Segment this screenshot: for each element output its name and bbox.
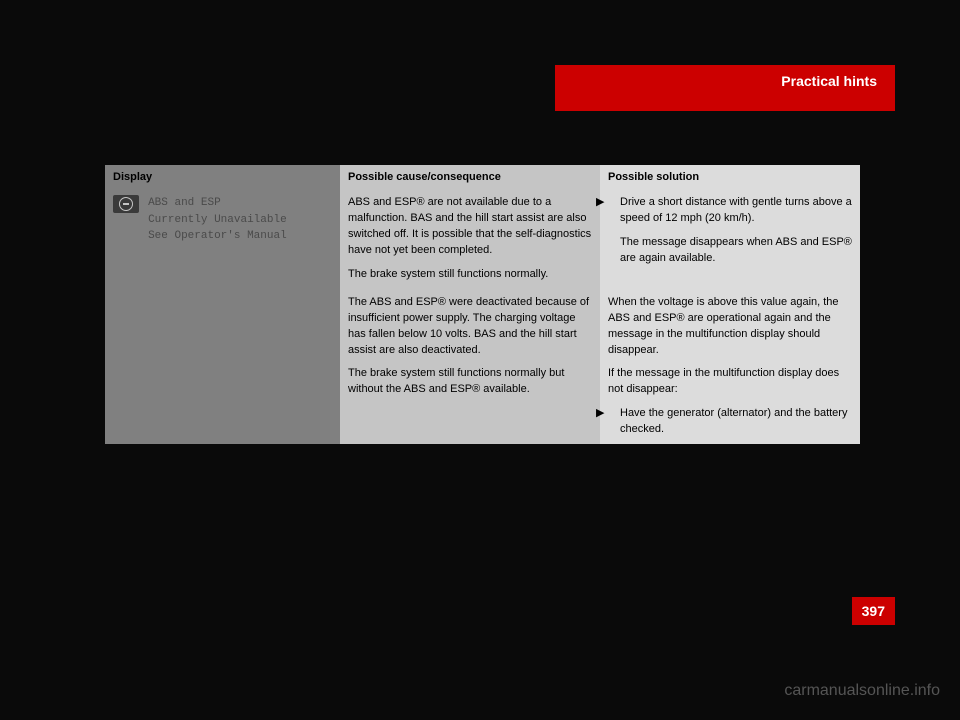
solution-text: When the voltage is above this value aga… <box>608 295 852 359</box>
display-cell: ABS and ESP Currently Unavailable See Op… <box>105 189 340 289</box>
page-number: 397 <box>852 597 895 625</box>
header-display: Display <box>105 165 340 189</box>
display-cell-empty <box>105 289 340 445</box>
section-header: Practical hints <box>555 65 895 111</box>
arrow-icon: ▶ <box>608 406 620 422</box>
watermark: carmanualsonline.info <box>784 682 940 700</box>
cause-cell: ABS and ESP® are not available due to a … <box>340 189 600 289</box>
table-row: ABS and ESP Currently Unavailable See Op… <box>105 189 860 289</box>
solution-step: ▶Drive a short distance with gentle turn… <box>608 195 852 227</box>
solution-cell: When the voltage is above this value aga… <box>600 289 860 445</box>
cause-text: ABS and ESP® are not available due to a … <box>348 195 592 259</box>
section-title: Practical hints <box>781 73 877 89</box>
cause-text: The brake system still functions normall… <box>348 366 592 398</box>
cause-text: The ABS and ESP® were deactivated becaus… <box>348 295 592 359</box>
table-header-row: Display Possible cause/consequence Possi… <box>105 165 860 189</box>
arrow-icon: ▶ <box>608 195 620 211</box>
table-row: The ABS and ESP® were deactivated becaus… <box>105 289 860 445</box>
abs-warning-icon <box>113 195 139 213</box>
solution-cell: ▶Drive a short distance with gentle turn… <box>600 189 860 289</box>
header-solution: Possible solution <box>600 165 860 189</box>
cause-text: The brake system still functions normall… <box>348 267 592 283</box>
header-cause: Possible cause/consequence <box>340 165 600 189</box>
solution-step: ▶Have the generator (alternator) and the… <box>608 406 852 438</box>
solution-text: The message disappears when ABS and ESP®… <box>608 235 852 267</box>
solution-text: If the message in the multifunction disp… <box>608 366 852 398</box>
cause-cell: The ABS and ESP® were deactivated becaus… <box>340 289 600 445</box>
display-message: ABS and ESP Currently Unavailable See Op… <box>148 195 287 245</box>
troubleshooting-table: Display Possible cause/consequence Possi… <box>105 165 860 444</box>
